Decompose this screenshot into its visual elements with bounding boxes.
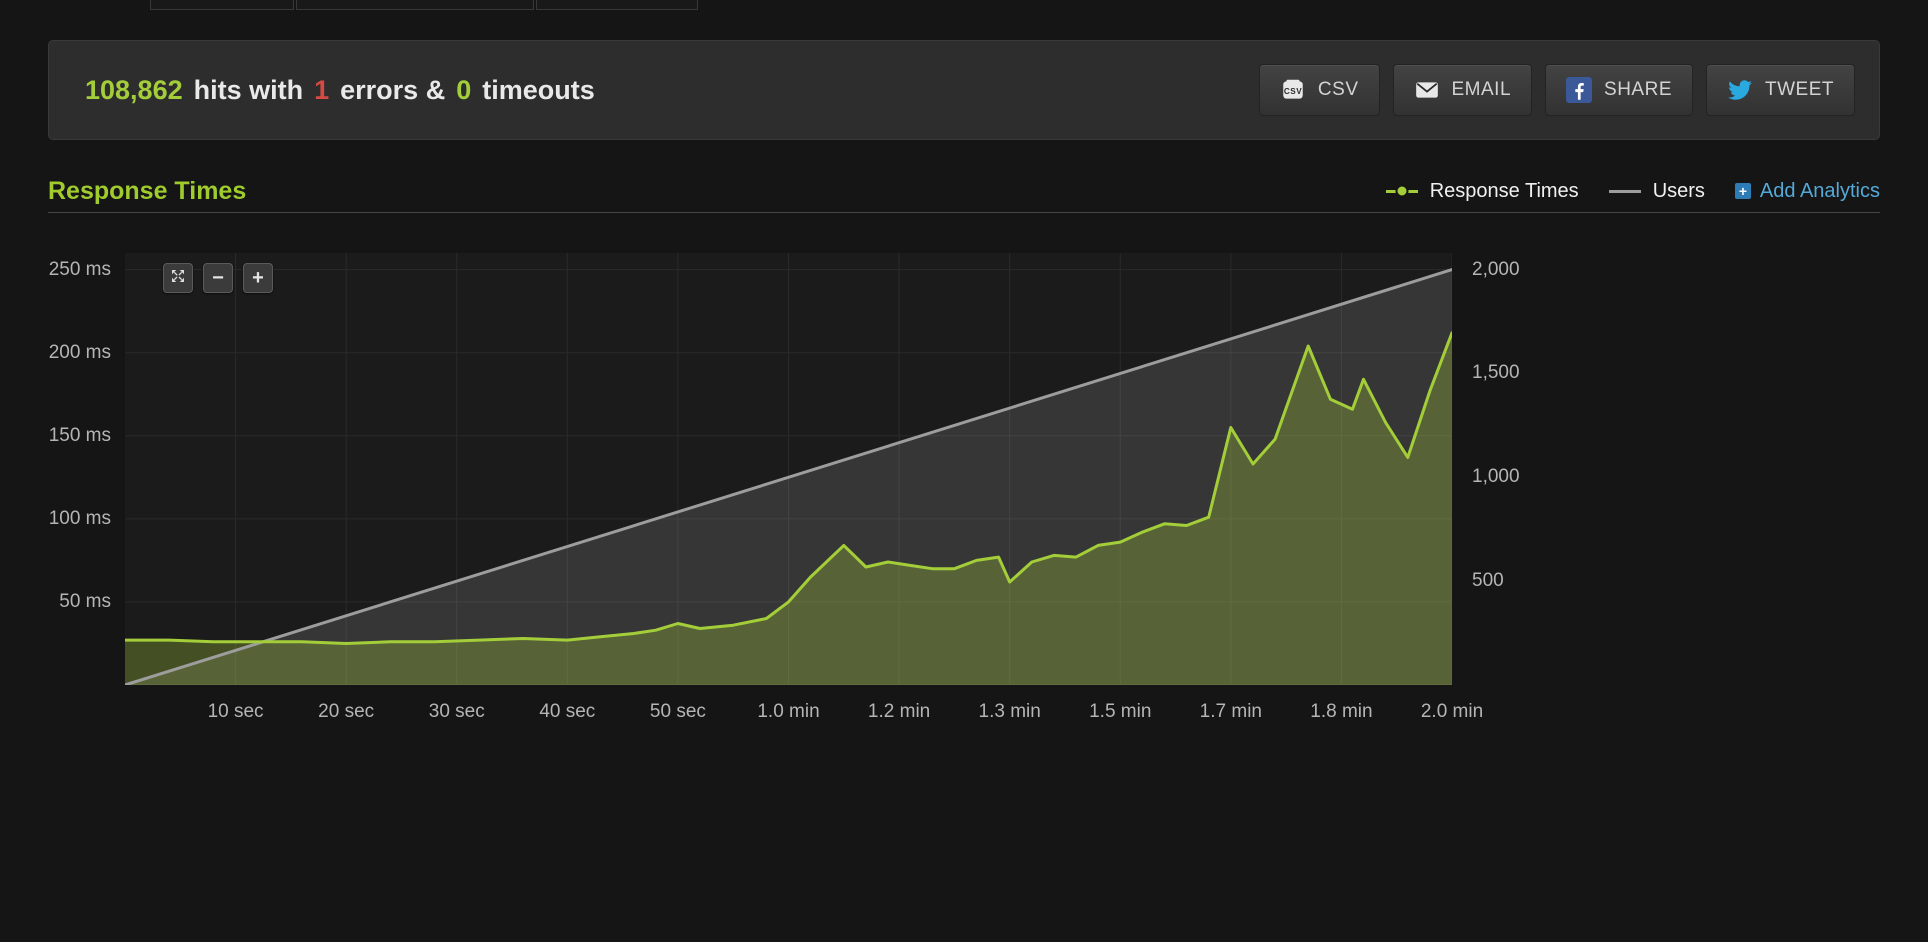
- email-button-label: EMAIL: [1451, 79, 1512, 100]
- chart-legend: Response Times Users + Add Analytics: [1385, 179, 1880, 203]
- add-analytics-label: Add Analytics: [1759, 179, 1880, 202]
- x-axis-tick-label: 2.0 min: [1420, 701, 1484, 722]
- zoom-reset-button[interactable]: [163, 263, 193, 293]
- x-axis-tick-label: 30 sec: [428, 701, 485, 722]
- facebook-icon: [1566, 77, 1593, 103]
- top-tab-stub[interactable]: [150, 0, 294, 10]
- export-actions: CSV CSV EMAIL SHARE TWEET: [1258, 64, 1855, 116]
- x-axis-tick-label: 50 sec: [649, 701, 706, 722]
- share-button[interactable]: SHARE: [1545, 64, 1693, 116]
- x-axis-tick-label: 1.5 min: [1089, 701, 1152, 722]
- tweet-button[interactable]: TWEET: [1706, 64, 1855, 116]
- x-axis-tick-label: 10 sec: [207, 701, 264, 722]
- legend-item-users[interactable]: Users: [1608, 179, 1705, 203]
- section-header: Response Times Response Times Users + Ad…: [48, 170, 1880, 212]
- x-axis-tick-label: 20 sec: [318, 701, 375, 722]
- legend-label-response-times: Response Times: [1429, 179, 1579, 202]
- x-axis-tick-label: 1.0 min: [757, 701, 820, 722]
- y-axis-left-tick-label: 150 ms: [48, 424, 111, 446]
- zoom-in-button[interactable]: +: [243, 263, 273, 293]
- top-tab-stub[interactable]: [296, 0, 534, 10]
- hits-label: hits with: [193, 74, 304, 105]
- section-divider: [48, 212, 1880, 213]
- y-axis-right-tick-label: 1,000: [1472, 466, 1520, 488]
- y-axis-left-tick-label: 50 ms: [59, 590, 111, 612]
- stats-summary: 108,862 hits with 1 errors & 0 timeouts: [85, 75, 595, 106]
- twitter-icon: [1727, 77, 1753, 103]
- minus-icon: −: [212, 267, 224, 289]
- x-axis-tick-label: 40 sec: [539, 701, 596, 722]
- zoom-out-button[interactable]: −: [203, 263, 233, 293]
- x-axis-tick-label: 1.2 min: [867, 701, 931, 722]
- x-axis-tick-label: 1.3 min: [978, 701, 1041, 722]
- svg-text:CSV: CSV: [1284, 87, 1302, 96]
- chart-svg: [123, 253, 1454, 687]
- response-times-chart: − + 50 ms 100 ms 150 ms 200 ms 250 ms 500 1,00…: [49, 253, 1520, 722]
- plus-icon: +: [252, 267, 264, 289]
- chart-plot-region[interactable]: [123, 253, 1454, 687]
- errors-label: errors &: [340, 74, 446, 105]
- legend-label-users: Users: [1652, 179, 1705, 202]
- x-axis-tick-label: 1.8 min: [1310, 701, 1373, 722]
- y-axis-right-tick-label: 500: [1472, 570, 1504, 592]
- tweet-button-label: TWEET: [1765, 79, 1834, 100]
- email-button[interactable]: EMAIL: [1392, 64, 1533, 116]
- users-legend-marker-icon: [1608, 189, 1641, 193]
- expand-arrows-icon: [170, 268, 186, 288]
- legend-item-response-times[interactable]: Response Times: [1385, 179, 1579, 203]
- share-button-label: SHARE: [1604, 79, 1672, 100]
- y-axis-right-tick-label: 1,500: [1472, 362, 1520, 384]
- x-axis-tick-label: 1.7 min: [1199, 701, 1262, 722]
- y-axis-left-tick-label: 200 ms: [48, 341, 111, 363]
- plus-box-icon: +: [1734, 183, 1751, 199]
- errors-count: 1: [314, 74, 330, 105]
- csv-file-icon: CSV: [1280, 77, 1306, 103]
- add-analytics-link[interactable]: + Add Analytics: [1734, 179, 1880, 203]
- timeouts-label: timeouts: [482, 74, 595, 105]
- chart-zoom-controls: − +: [163, 263, 273, 293]
- y-axis-right-tick-label: 2,000: [1472, 258, 1520, 280]
- stats-panel: 108,862 hits with 1 errors & 0 timeouts …: [48, 40, 1880, 140]
- hits-count: 108,862: [85, 74, 183, 105]
- csv-button[interactable]: CSV CSV: [1258, 64, 1380, 116]
- response-times-legend-marker-icon: [1385, 184, 1418, 198]
- y-axis-left-tick-label: 250 ms: [48, 258, 111, 280]
- y-axis-left-tick-label: 100 ms: [48, 507, 111, 529]
- envelope-icon: [1414, 77, 1440, 103]
- page-title: Response Times: [48, 176, 247, 205]
- top-tab-stub[interactable]: [536, 0, 698, 10]
- csv-button-label: CSV: [1317, 79, 1359, 100]
- timeouts-count: 0: [456, 74, 472, 105]
